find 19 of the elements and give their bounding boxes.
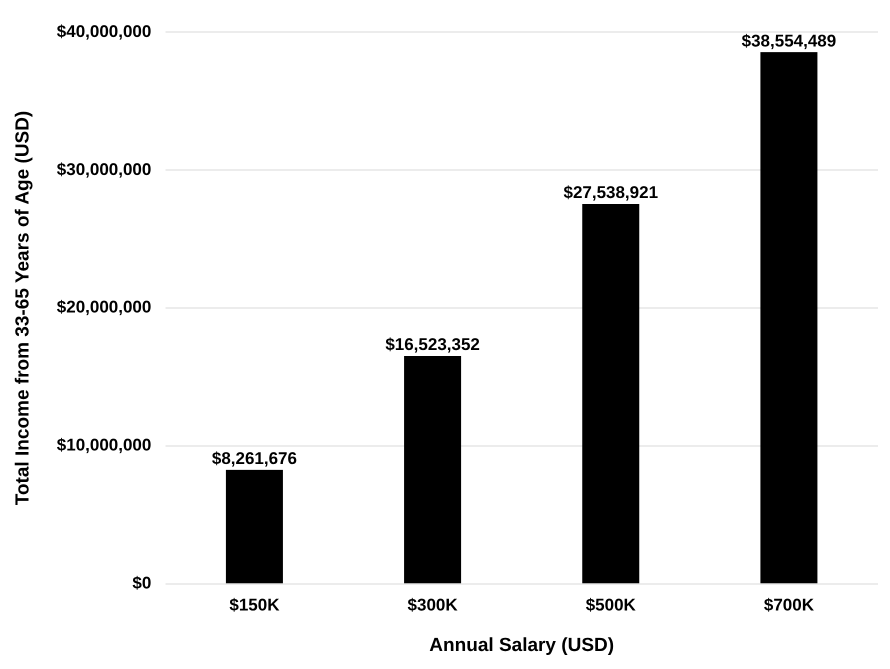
data-label: $8,261,676 xyxy=(212,449,297,468)
data-label: $27,538,921 xyxy=(563,183,658,202)
y-tick-label: $40,000,000 xyxy=(56,22,152,41)
y-tick-label: $30,000,000 xyxy=(56,160,152,179)
bar xyxy=(582,204,640,584)
bar xyxy=(226,470,283,584)
data-label: $38,554,489 xyxy=(742,31,836,50)
x-tick-label: $700K xyxy=(764,596,815,615)
data-label: $16,523,352 xyxy=(385,335,480,354)
x-tick-label: $150K xyxy=(229,596,280,615)
bar xyxy=(760,52,818,584)
x-tick-label: $300K xyxy=(408,596,458,615)
y-tick-label: $10,000,000 xyxy=(56,436,152,455)
bar xyxy=(404,356,462,584)
y-tick-label: $20,000,000 xyxy=(56,298,152,317)
x-axis-title: Annual Salary (USD) xyxy=(429,634,614,656)
y-tick-label: $0 xyxy=(132,573,152,592)
y-axis-title: Total Income from 33-65 Years of Age (USD) xyxy=(12,110,34,506)
x-tick-label: $500K xyxy=(586,596,637,615)
